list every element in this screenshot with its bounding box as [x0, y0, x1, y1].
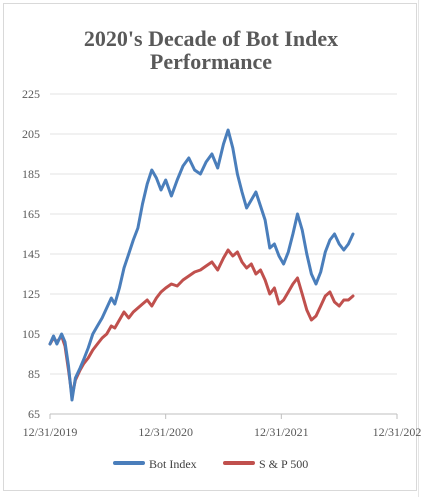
x-tick-label-1: 12/31/2020	[138, 425, 193, 439]
data-series	[48, 128, 355, 402]
y-tick-label-225: 225	[22, 87, 40, 101]
frame-edge	[418, 0, 419, 497]
chart-border	[3, 3, 417, 491]
legend-label-bot-index: Bot Index	[149, 457, 197, 471]
chart-title-line-1: 2020's Decade of Bot Index	[84, 26, 338, 51]
y-tick-label-145: 145	[22, 247, 40, 261]
y-tick-label-185: 185	[22, 167, 40, 181]
y-tick-label-165: 165	[22, 207, 40, 221]
tick-labels: 65 85 105 125 145 165 185 205 225 12/31/2019 12/31…	[22, 87, 421, 439]
series-line-bot-index	[48, 128, 355, 402]
y-tick-label-125: 125	[22, 287, 40, 301]
chart-title-line-2: Performance	[150, 49, 272, 74]
x-tick-label-3: 12/31/202	[373, 425, 422, 439]
y-tick-label-65: 65	[28, 407, 40, 421]
y-tick-label-105: 105	[22, 327, 40, 341]
x-tick-label-2: 12/31/2021	[254, 425, 309, 439]
legend-label-sp500: S & P 500	[259, 457, 308, 471]
legend: Bot Index S & P 500	[113, 457, 308, 471]
y-tick-label-85: 85	[28, 367, 40, 381]
x-tick-label-0: 12/31/2019	[23, 425, 78, 439]
gridlines	[49, 93, 398, 419]
y-tick-label-205: 205	[22, 127, 40, 141]
series-line-s-p-500	[48, 248, 355, 398]
